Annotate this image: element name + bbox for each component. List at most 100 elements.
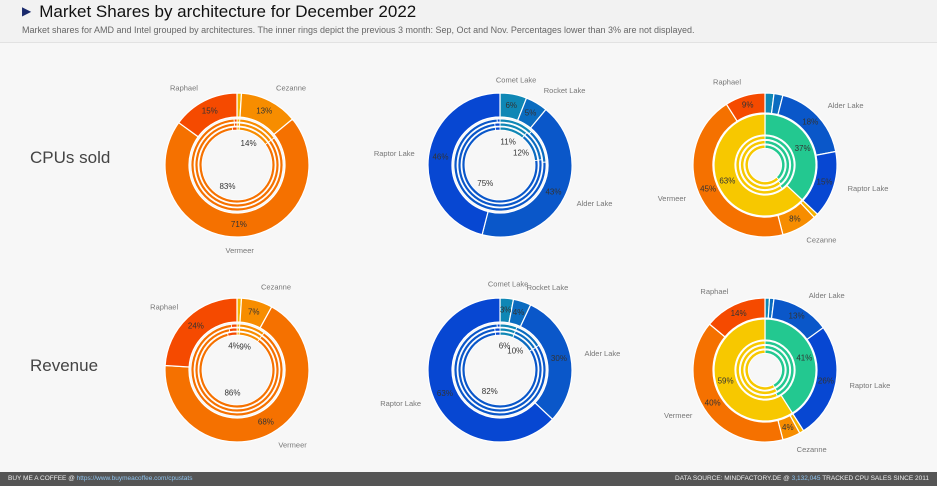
series-name-label: Raptor Lake [848, 184, 889, 193]
percent-label: 30% [551, 354, 567, 363]
vendor-ring-slice[interactable] [764, 318, 817, 414]
series-name-label: Rocket Lake [527, 283, 569, 292]
inner-percent-label: 14% [241, 139, 257, 148]
series-name-label: Raptor Lake [374, 149, 415, 158]
inner-percent-label: 4% [228, 341, 240, 350]
series-name-label: Raphael [713, 77, 741, 86]
sales-count-link[interactable]: 3,132,045 [791, 475, 821, 482]
percent-label: 46% [432, 153, 448, 162]
outer-ring-slice[interactable] [164, 118, 310, 238]
series-name-label: Raphael [170, 83, 198, 92]
month-ring-nov-slice[interactable] [744, 349, 776, 391]
month-ring-nov-slice[interactable] [494, 126, 501, 131]
inner-percent-label: 82% [482, 387, 498, 396]
percent-label: 14% [731, 309, 747, 318]
percent-label: 3% [500, 305, 512, 314]
outer-ring-slice[interactable] [177, 92, 238, 138]
percent-label: 43% [545, 187, 561, 196]
outer-ring-slice[interactable] [164, 306, 310, 443]
inner-percent-label: 11% [500, 138, 515, 147]
vendor-percent-label: 63% [719, 176, 735, 185]
inner-percent-label: 6% [499, 342, 511, 351]
series-name-label: Cezanne [261, 282, 291, 291]
percent-label: 4% [782, 423, 794, 432]
triangle-icon: ▶ [22, 4, 32, 18]
inner-percent-label: 10% [507, 347, 523, 356]
series-name-label: Vermeer [278, 440, 307, 449]
percent-label: 40% [705, 398, 721, 407]
series-name-label: Alder Lake [809, 291, 845, 300]
source-text: DATA SOURCE: MINDFACTORY.DE @ [675, 475, 792, 482]
inner-percent-label: 12% [513, 149, 529, 158]
percent-label: 13% [789, 312, 805, 321]
percent-label: 71% [231, 220, 247, 229]
series-name-label: Raphael [700, 287, 728, 296]
month-ring-oct-slice[interactable] [740, 140, 782, 190]
footer-right: DATA SOURCE: MINDFACTORY.DE @ 3,132,045 … [675, 472, 929, 486]
month-ring-sep-slice[interactable] [496, 323, 501, 328]
series-name-label: Vermeer [226, 246, 255, 255]
month-ring-oct-slice[interactable] [494, 122, 501, 127]
outer-ring-slice[interactable] [725, 92, 766, 122]
series-name-label: Cezanne [276, 83, 306, 92]
inner-percent-label: 83% [219, 182, 235, 191]
vendor-percent-label: 41% [796, 354, 812, 363]
month-ring-nov-slice[interactable] [744, 144, 780, 186]
percent-label: 63% [437, 389, 453, 398]
month-ring-oct-slice[interactable] [228, 327, 238, 333]
month-ring-oct-slice[interactable] [233, 122, 238, 127]
inner-percent-label: 75% [477, 179, 493, 188]
outer-ring-slice[interactable] [708, 297, 766, 338]
month-ring-oct-slice[interactable] [740, 345, 778, 395]
percent-label: 8% [789, 214, 801, 223]
outer-ring-slice[interactable] [427, 297, 554, 443]
month-ring-sep-slice[interactable] [233, 118, 238, 123]
month-ring-sep-slice[interactable] [735, 340, 778, 400]
month-ring-sep-slice[interactable] [735, 135, 783, 195]
percent-label: 7% [248, 307, 260, 316]
percent-label: 15% [202, 107, 218, 116]
percent-label: 13% [256, 107, 272, 116]
footer: BUY ME A COFFEE @ https://www.buymeacoff… [0, 472, 937, 486]
month-ring-sep-slice[interactable] [190, 323, 284, 417]
row-label-revenue: Revenue [30, 356, 99, 375]
page-subtitle: Market shares for AMD and Intel grouped … [22, 25, 695, 35]
title-text: Market Shares by architecture for Decemb… [39, 2, 417, 21]
percent-label: 6% [505, 101, 517, 110]
series-name-label: Rocket Lake [544, 86, 586, 95]
percent-label: 68% [258, 418, 274, 427]
coffee-text: BUY ME A COFFEE @ [8, 475, 77, 482]
coffee-link[interactable]: https://www.buymeacoffee.com/cpustats [76, 475, 193, 482]
series-name-label: Comet Lake [496, 76, 536, 85]
header: ▶ Market Shares by architecture for Decem… [0, 0, 937, 43]
series-name-label: Alder Lake [828, 101, 864, 110]
outer-ring-slice[interactable] [164, 297, 238, 368]
row-label-cpus-sold: CPUs sold [30, 148, 111, 167]
vendor-ring-slice[interactable] [713, 113, 804, 217]
percent-label: 24% [188, 321, 204, 330]
series-name-label: Vermeer [664, 411, 693, 420]
percent-label: 15% [817, 177, 833, 186]
vendor-ring-slice[interactable] [713, 318, 794, 422]
inner-percent-label: 9% [239, 343, 251, 352]
page-title: ▶ Market Shares by architecture for Decem… [22, 2, 416, 22]
month-ring-nov-slice[interactable] [231, 126, 238, 131]
month-ring-sep-slice[interactable] [230, 323, 238, 328]
series-name-label: Raptor Lake [849, 381, 890, 390]
vendor-percent-label: 59% [718, 377, 734, 386]
vendor-percent-label: 37% [795, 144, 811, 153]
outer-ring-slice[interactable] [481, 108, 573, 238]
series-name-label: Alder Lake [584, 349, 620, 358]
series-name-label: Cezanne [797, 445, 827, 454]
series-name-label: Cezanne [806, 235, 836, 244]
month-ring-oct-slice[interactable] [494, 327, 501, 332]
inner-percent-label: 86% [224, 389, 240, 398]
month-ring-nov-slice[interactable] [227, 331, 238, 337]
series-name-label: Raptor Lake [380, 399, 421, 408]
outer-ring-slice[interactable] [427, 92, 501, 236]
percent-label: 5% [525, 108, 537, 117]
month-ring-nov-slice[interactable] [494, 331, 501, 336]
series-name-label: Alder Lake [577, 199, 613, 208]
series-name-label: Comet Lake [488, 279, 528, 288]
month-ring-sep-slice[interactable] [496, 118, 501, 123]
